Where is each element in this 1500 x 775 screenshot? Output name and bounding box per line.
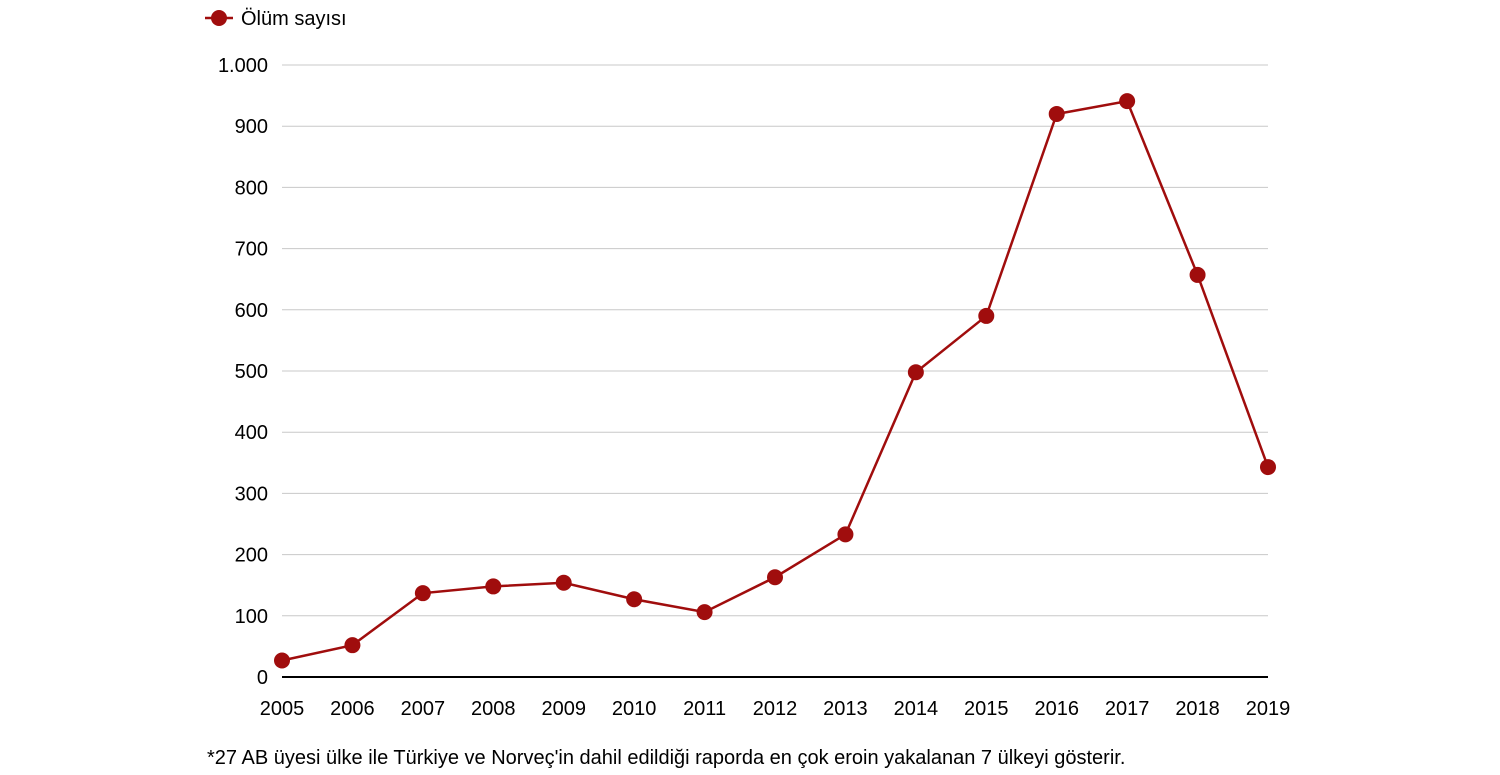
x-tick-label: 2008 <box>471 698 516 720</box>
data-point <box>626 591 643 608</box>
data-point <box>767 569 783 586</box>
gridlines <box>282 64 1268 617</box>
footnote: *27 AB üyesi ülke ile Türkiye ve Norveç'… <box>207 747 1126 769</box>
y-axis-ticks: 0 100 200 300 400 500 600 700 800 900 1.000 <box>218 55 268 689</box>
x-tick-label: 2009 <box>541 698 586 720</box>
x-tick-label: 2019 <box>1246 698 1291 720</box>
data-point <box>1260 459 1276 476</box>
data-point <box>978 307 995 324</box>
legend-dot-marker <box>211 10 227 26</box>
x-tick-label: 2018 <box>1175 698 1220 720</box>
x-tick-label: 2011 <box>683 698 726 720</box>
y-tick-label: 200 <box>235 545 268 567</box>
y-tick-label: 1.000 <box>218 55 268 77</box>
y-tick-label: 700 <box>235 239 268 261</box>
y-tick-label: 300 <box>235 483 268 505</box>
series-points <box>274 93 1276 669</box>
y-tick-label: 400 <box>235 422 268 444</box>
data-point <box>696 604 713 621</box>
y-tick-label: 0 <box>257 667 268 689</box>
data-point <box>485 578 502 595</box>
x-tick-label: 2012 <box>753 698 798 720</box>
data-point <box>837 526 854 543</box>
legend-label: Ölüm sayısı <box>241 8 347 30</box>
x-tick-label: 2007 <box>401 698 446 720</box>
data-point <box>1189 266 1206 283</box>
line-chart: Ölüm sayısı 0 100 200 300 400 500 600 700 800 900… <box>205 8 1291 720</box>
y-tick-label: 900 <box>235 116 268 138</box>
x-tick-label: 2017 <box>1105 698 1150 720</box>
legend: Ölüm sayısı <box>205 8 347 30</box>
data-point <box>555 574 572 591</box>
data-point <box>274 652 290 669</box>
data-point <box>1048 105 1065 122</box>
x-tick-label: 2005 <box>260 698 305 720</box>
x-tick-label: 2010 <box>612 698 657 720</box>
data-point <box>344 637 361 654</box>
data-point <box>414 585 431 602</box>
x-tick-label: 2015 <box>964 698 1009 720</box>
y-tick-label: 800 <box>235 177 268 199</box>
y-tick-label: 100 <box>235 606 268 628</box>
x-tick-label: 2006 <box>330 698 375 720</box>
x-axis-ticks: 2005 2006 2007 2008 2009 2010 2011 2012 2013 2014… <box>260 698 1291 720</box>
x-tick-label: 2016 <box>1034 698 1079 720</box>
y-tick-label: 500 <box>235 361 268 383</box>
data-point <box>907 364 924 381</box>
data-point <box>1119 93 1136 110</box>
x-tick-label: 2014 <box>894 698 939 720</box>
x-tick-label: 2013 <box>823 698 868 720</box>
y-tick-label: 600 <box>235 300 268 322</box>
